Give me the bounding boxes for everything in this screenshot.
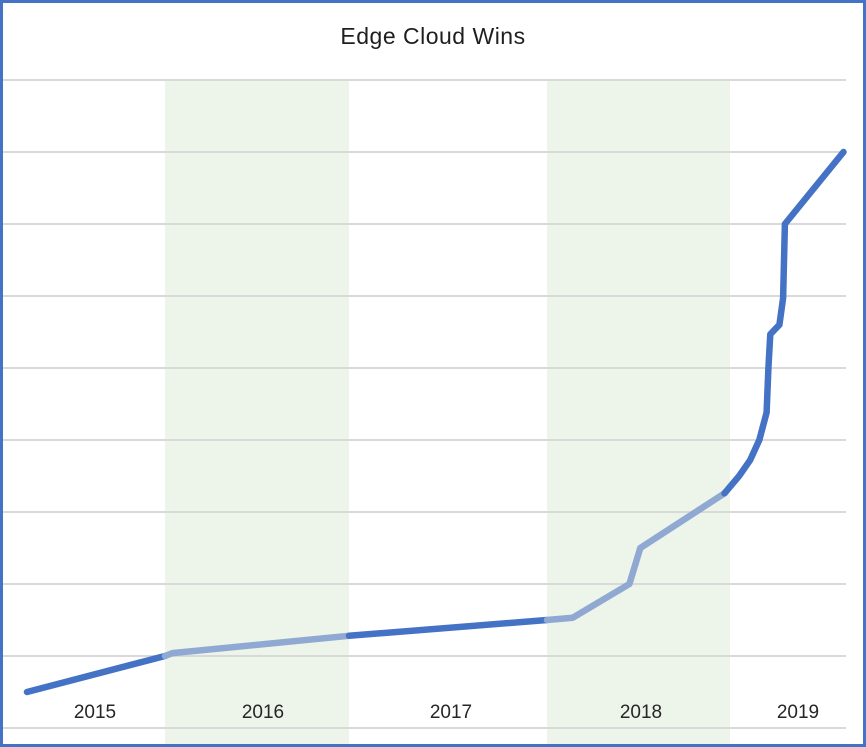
shaded-year-band <box>547 80 730 744</box>
x-axis-label: 2019 <box>777 702 819 723</box>
x-axis-label: 2016 <box>242 702 284 723</box>
series-line-segment <box>23 652 169 696</box>
x-axis-label: 2018 <box>620 702 662 723</box>
series-line-segment <box>161 632 353 660</box>
series-line-segment <box>543 490 728 624</box>
x-axis-label: 2015 <box>74 702 116 723</box>
x-axis-label: 2017 <box>430 702 472 723</box>
chart-title: Edge Cloud Wins <box>340 23 526 49</box>
plot-area: 2015 2016 2017 2018 2019 <box>3 79 847 744</box>
series-line-segment <box>345 616 551 640</box>
shaded-year-band <box>165 80 349 744</box>
series-line-segment <box>721 148 847 497</box>
